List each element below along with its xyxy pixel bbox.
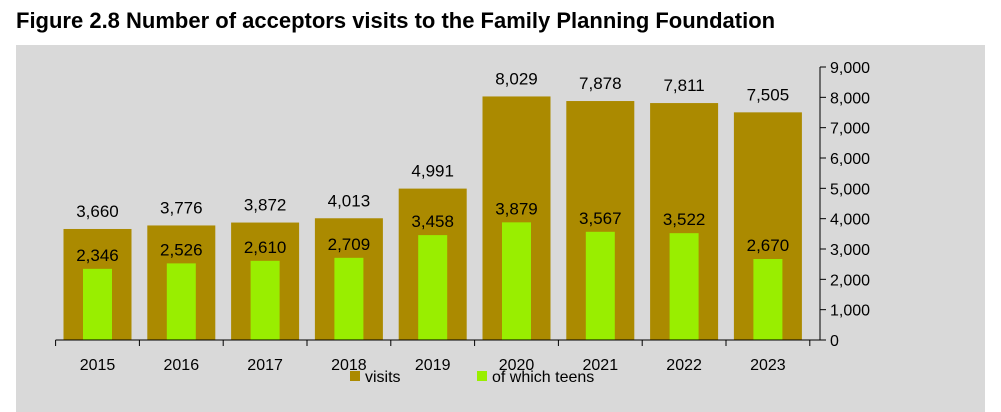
x-tick-label: 2015 xyxy=(80,357,116,374)
y-tick-label: 0 xyxy=(830,333,839,350)
teens-data-label: 2,670 xyxy=(747,236,790,255)
x-tick-label: 2018 xyxy=(331,357,367,374)
x-tick-label: 2023 xyxy=(750,357,786,374)
teens-data-label: 2,526 xyxy=(160,240,203,259)
teens-bar xyxy=(334,257,364,340)
x-tick-label: 2021 xyxy=(583,357,619,374)
y-tick-label: 9,000 xyxy=(830,60,870,77)
teens-data-label: 3,567 xyxy=(579,209,622,228)
legend: visits of which teens xyxy=(350,369,594,386)
teens-bar xyxy=(166,263,196,340)
visits-data-label: 7,811 xyxy=(663,76,704,95)
visits-data-label: 3,776 xyxy=(160,198,203,217)
legend-visits-swatch xyxy=(350,371,360,381)
y-tick-label: 7,000 xyxy=(830,121,870,138)
x-tick-label: 2017 xyxy=(247,357,283,374)
visits-data-label: 8,029 xyxy=(495,69,538,88)
labels-group: 3,660 2,346 2015 3,776 2,526 2016 3,872 2,610 20… xyxy=(76,60,870,374)
visits-data-label: 4,991 xyxy=(411,162,454,181)
teens-bar xyxy=(669,233,699,340)
teens-data-label: 3,458 xyxy=(411,212,454,231)
teens-bar xyxy=(502,222,531,340)
visits-data-label: 3,660 xyxy=(76,202,119,221)
y-tick-label: 4,000 xyxy=(830,212,870,229)
legend-teens-label: of which teens xyxy=(492,369,594,386)
teens-data-label: 3,879 xyxy=(495,199,538,218)
teens-bar xyxy=(585,231,615,340)
x-tick-label: 2020 xyxy=(499,357,535,374)
x-tick-label: 2016 xyxy=(164,357,200,374)
y-tick-label: 2,000 xyxy=(830,272,870,289)
legend-visits-label: visits xyxy=(365,369,401,386)
teens-bar xyxy=(250,260,280,340)
teens-bar xyxy=(83,268,112,340)
visits-data-label: 7,505 xyxy=(747,85,790,104)
visits-data-label: 3,872 xyxy=(244,196,287,215)
y-tick-label: 6,000 xyxy=(830,151,870,168)
teens-data-label: 2,709 xyxy=(328,235,371,254)
x-tick-label: 2022 xyxy=(666,357,702,374)
visits-data-label: 7,878 xyxy=(579,74,622,93)
y-tick-label: 8,000 xyxy=(830,90,870,107)
teens-bar xyxy=(418,235,448,340)
y-tick-label: 3,000 xyxy=(830,242,870,259)
legend-teens-swatch xyxy=(477,371,487,381)
axes-group xyxy=(55,66,826,346)
x-tick-label: 2019 xyxy=(415,357,451,374)
y-tick-label: 5,000 xyxy=(830,181,870,198)
teens-bar xyxy=(753,259,783,340)
teens-data-label: 3,522 xyxy=(663,210,706,229)
y-tick-label: 1,000 xyxy=(830,303,870,320)
teens-data-label: 2,346 xyxy=(76,246,119,265)
visits-data-label: 4,013 xyxy=(328,191,371,210)
bars-group xyxy=(63,96,802,341)
teens-data-label: 2,610 xyxy=(244,238,287,257)
chart-title: Figure 2.8 Number of acceptors visits to… xyxy=(16,8,776,33)
